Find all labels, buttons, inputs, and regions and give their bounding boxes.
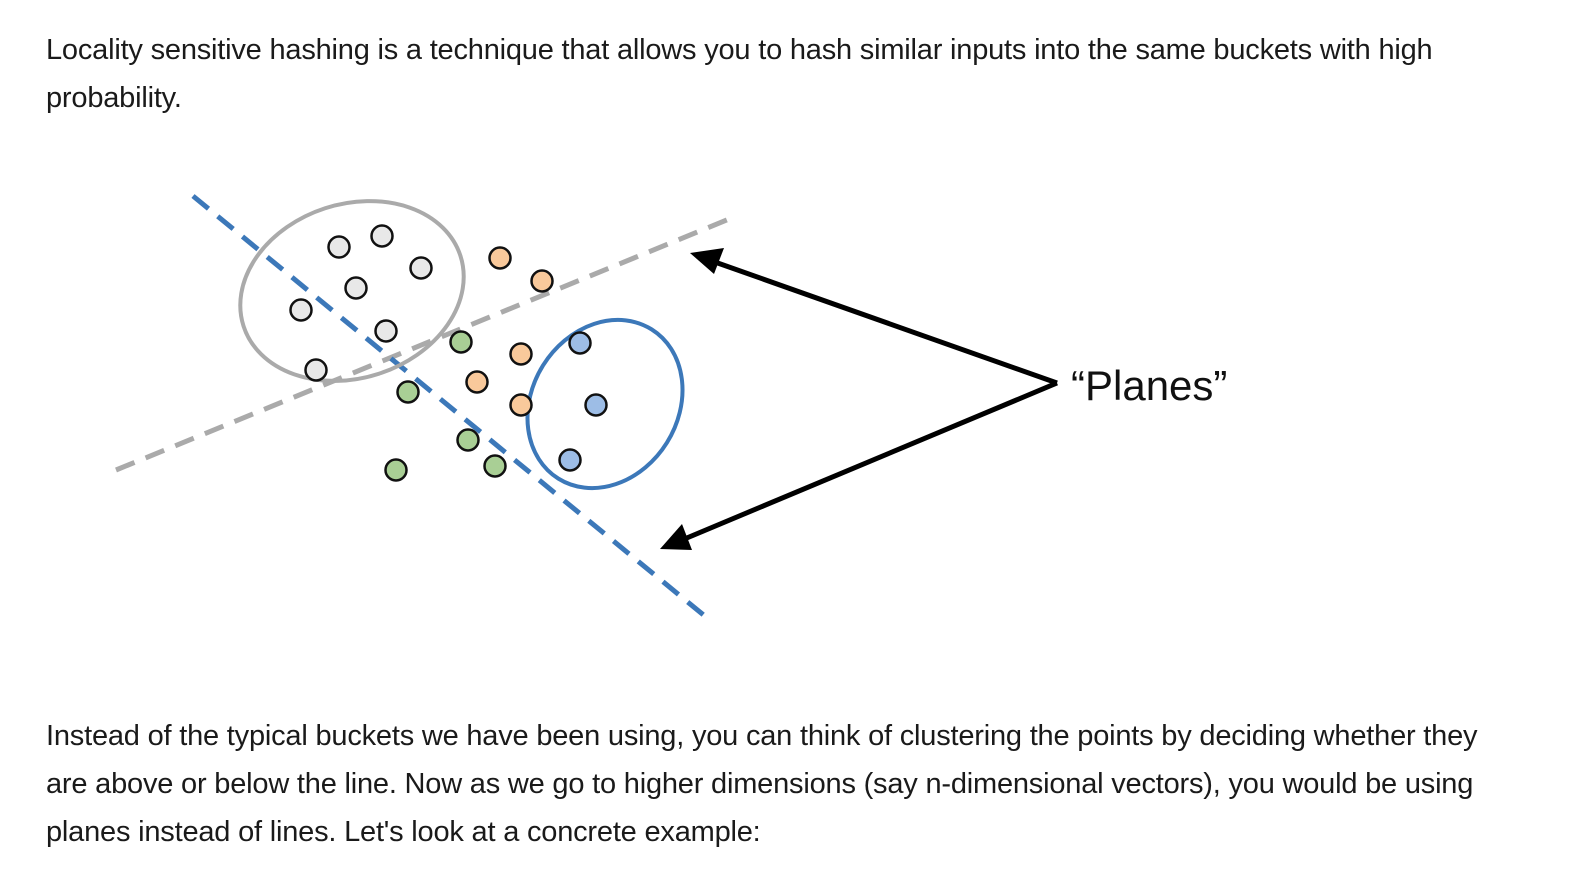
arrow-lower-shaft: [681, 380, 1058, 543]
planes-label: “Planes”: [1071, 362, 1227, 409]
gray-points: [289, 224, 433, 382]
gray-point: [370, 224, 394, 248]
green-points: [384, 330, 507, 482]
blue-dashed-plane: [191, 194, 708, 619]
arrow-upper-shaft: [711, 258, 1058, 386]
blue-points: [558, 331, 608, 472]
followup-paragraph: Instead of the typical buckets we have b…: [46, 720, 1478, 848]
gray-point: [344, 276, 368, 300]
green-point: [449, 330, 473, 354]
arrow-lower-head: [660, 524, 692, 550]
orange-point: [465, 370, 489, 394]
orange-point: [530, 269, 554, 293]
intro-paragraph: Locality sensitive hashing is a techniqu…: [46, 34, 1433, 114]
lsh-planes-diagram: “Planes”: [115, 194, 1227, 619]
blue-cluster-ellipse: [525, 317, 685, 491]
green-point: [396, 380, 420, 404]
gray-point: [327, 235, 351, 259]
orange-points: [465, 246, 554, 417]
gray-dashed-plane: [115, 214, 735, 473]
green-point: [483, 454, 507, 478]
green-point: [384, 458, 408, 482]
gray-point: [304, 358, 328, 382]
blue-point: [558, 448, 582, 472]
orange-point: [509, 393, 533, 417]
green-point: [456, 428, 480, 452]
arrow-upper-head: [690, 248, 724, 274]
gray-point: [374, 319, 398, 343]
gray-point: [409, 256, 433, 280]
orange-point: [509, 342, 533, 366]
gray-cluster-ellipse: [238, 199, 466, 383]
blue-point: [584, 393, 608, 417]
orange-point: [488, 246, 512, 270]
blue-point: [568, 331, 592, 355]
gray-point: [289, 298, 313, 322]
